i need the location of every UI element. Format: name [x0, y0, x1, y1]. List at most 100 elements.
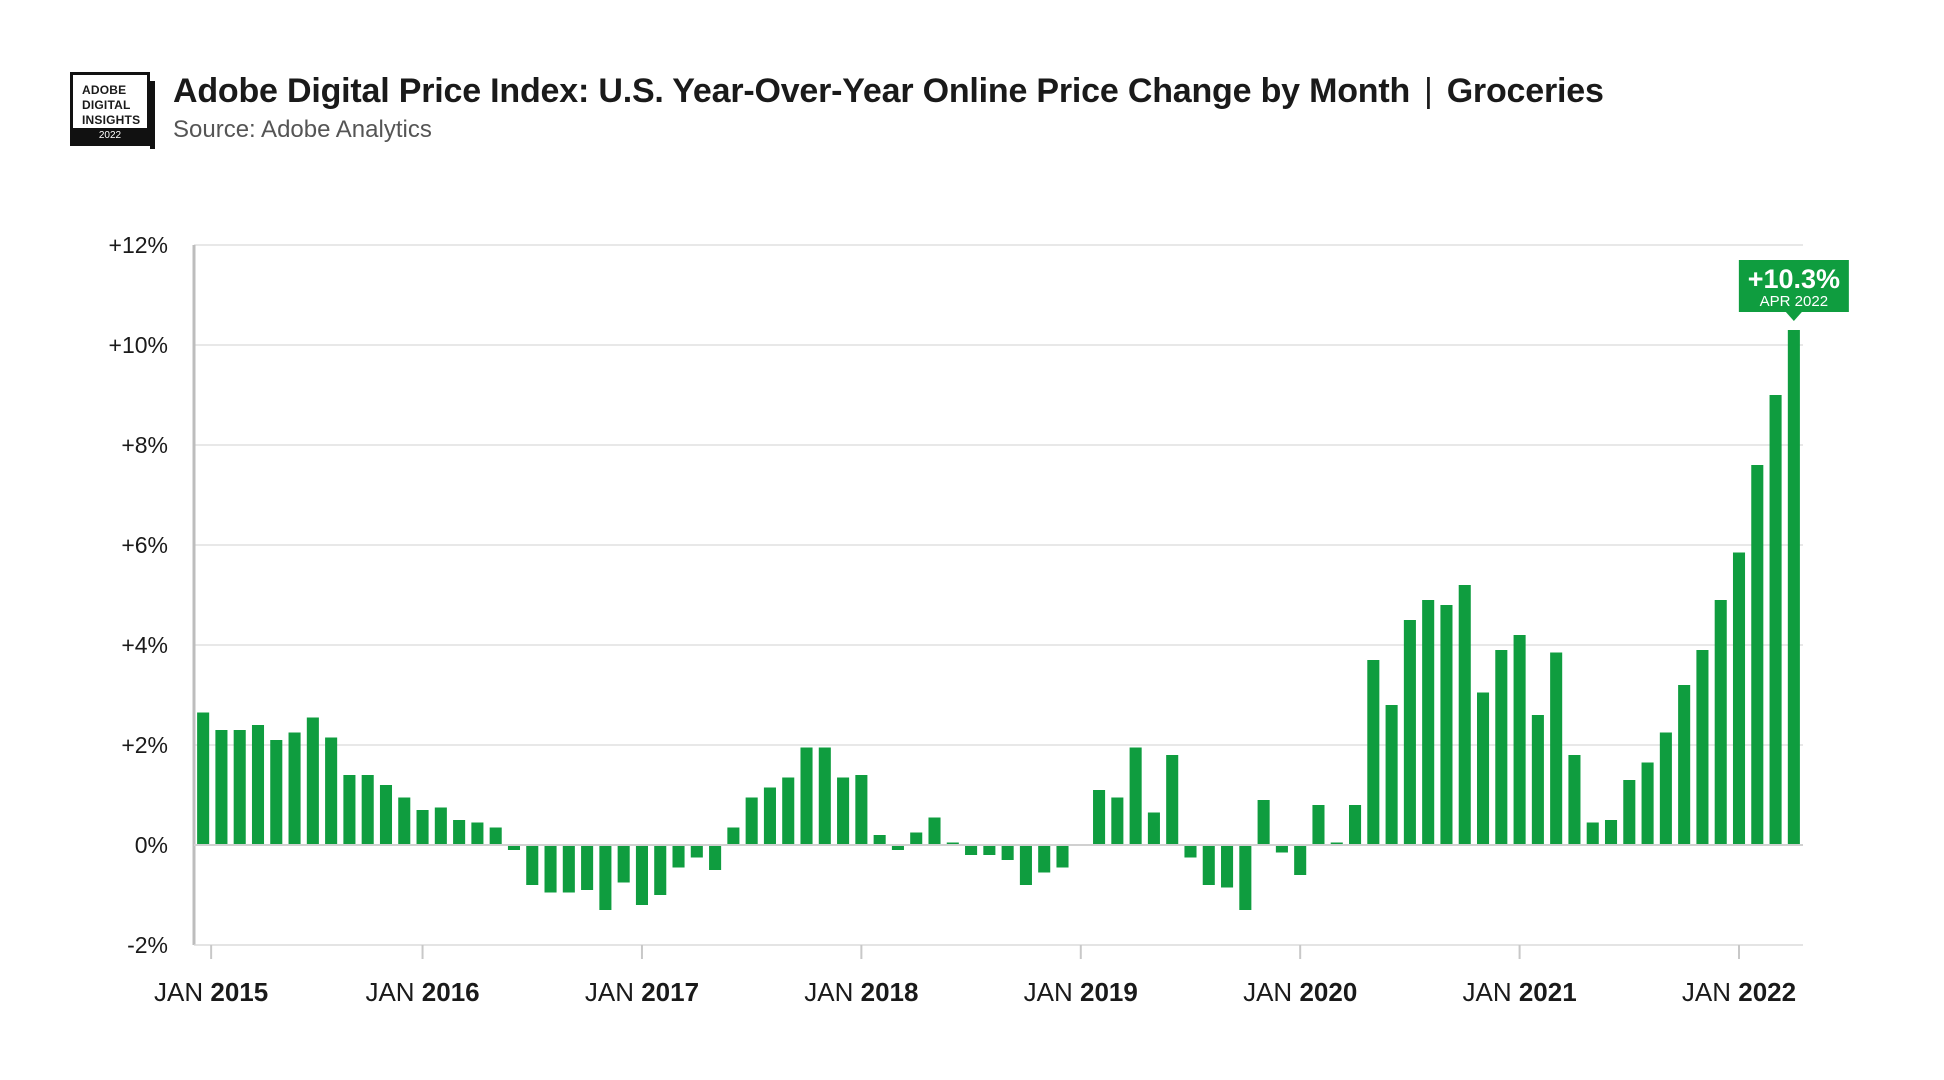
- bar: [1385, 705, 1398, 845]
- y-tick-label: +10%: [109, 332, 168, 358]
- chart-title-category: Groceries: [1446, 72, 1604, 110]
- bar: [891, 845, 904, 850]
- bar: [471, 822, 484, 845]
- bar: [855, 775, 868, 845]
- y-axis-ticks: +12% +10% +8% +6% +4% +2% 0% -2%: [109, 232, 168, 958]
- bar: [654, 845, 667, 895]
- bar: [233, 730, 246, 845]
- callout-pointer: [1785, 312, 1802, 321]
- bar: [873, 835, 886, 845]
- bar: [398, 797, 411, 845]
- bar: [1513, 635, 1526, 845]
- bar: [1275, 845, 1288, 853]
- bar: [818, 747, 831, 845]
- x-tick-label: JAN 2019: [1024, 977, 1138, 1007]
- bar: [617, 845, 630, 883]
- bar: [507, 845, 521, 850]
- bar: [306, 717, 319, 845]
- bar: [1367, 660, 1380, 845]
- bar: [965, 845, 978, 855]
- x-tick-month: JAN: [1682, 977, 1738, 1007]
- badge-line-1: ADOBE: [82, 83, 127, 97]
- bar: [1714, 600, 1727, 845]
- bar: [1440, 605, 1453, 845]
- bar: [1349, 805, 1362, 845]
- bar: [1019, 845, 1032, 885]
- callout-date: APR 2022: [1760, 293, 1828, 310]
- callout-value: +10.3%: [1748, 264, 1840, 294]
- bar: [1093, 790, 1106, 845]
- x-tick-label: JAN 2020: [1243, 977, 1357, 1007]
- bar: [1458, 585, 1471, 845]
- bar: [270, 740, 283, 845]
- bar: [1696, 650, 1709, 845]
- y-tick-label: +12%: [109, 232, 168, 258]
- y-tick-label: 0%: [135, 832, 168, 858]
- bar: [215, 730, 228, 845]
- bar: [1001, 845, 1014, 860]
- bar: [1659, 732, 1672, 845]
- bar: [946, 842, 959, 845]
- bar: [581, 845, 594, 890]
- bar: [1495, 650, 1508, 845]
- y-tick-label: +6%: [121, 532, 168, 558]
- bar: [1239, 845, 1252, 910]
- bar: [434, 807, 447, 845]
- x-tick-label: JAN 2018: [804, 977, 918, 1007]
- y-tick-label: +4%: [121, 632, 168, 658]
- x-tick-label: JAN 2016: [365, 977, 479, 1007]
- adobe-digital-insights-badge: ADOBE DIGITAL INSIGHTS 2022: [70, 72, 155, 149]
- x-tick-month: JAN: [1024, 977, 1080, 1007]
- bar: [1751, 465, 1764, 845]
- x-tick-year: 2018: [861, 977, 919, 1007]
- bar: [544, 845, 557, 893]
- bar: [361, 775, 374, 845]
- x-tick-label: JAN 2015: [154, 977, 268, 1007]
- bar: [325, 737, 338, 845]
- bar: [1202, 845, 1215, 885]
- bar: [489, 827, 502, 845]
- bar: [288, 732, 301, 845]
- bar: [1312, 805, 1325, 845]
- bar: [800, 747, 813, 845]
- bar: [1787, 330, 1800, 845]
- bar: [1257, 800, 1270, 845]
- x-tick-label: JAN 2021: [1463, 977, 1577, 1007]
- badge-line-2: DIGITAL: [82, 98, 131, 112]
- bar: [526, 845, 539, 885]
- bar: [690, 845, 703, 858]
- title-separator: |: [1424, 72, 1433, 110]
- bar: [453, 820, 466, 845]
- bar: [1641, 762, 1654, 845]
- chart-title-main: Adobe Digital Price Index: U.S. Year-Ove…: [173, 72, 1411, 110]
- chart-title: Adobe Digital Price Index: U.S. Year-Ove…: [173, 72, 1604, 111]
- bar: [1732, 552, 1746, 845]
- bar: [379, 785, 393, 845]
- bar: [1678, 685, 1691, 845]
- bar: [910, 832, 923, 845]
- x-tick-label: JAN 2022: [1682, 977, 1796, 1007]
- bar: [1147, 812, 1160, 845]
- x-tick-year: 2015: [210, 977, 268, 1007]
- chart-source: Source: Adobe Analytics: [173, 116, 432, 143]
- bar: [709, 845, 722, 870]
- bar: [1330, 842, 1343, 845]
- axes: [192, 245, 1803, 946]
- bar: [782, 777, 795, 845]
- bar: [1403, 620, 1416, 845]
- bar: [599, 845, 612, 910]
- x-axis-ticks: JAN 2015 JAN 2016 JAN 2017 JAN 2018 JAN 2019…: [154, 945, 1796, 1007]
- bar: [1586, 822, 1599, 845]
- x-tick-month: JAN: [585, 977, 641, 1007]
- x-tick-year: 2021: [1519, 977, 1577, 1007]
- bar: [635, 845, 648, 905]
- x-tick-year: 2019: [1080, 977, 1138, 1007]
- x-tick-label: JAN 2017: [585, 977, 699, 1007]
- bar: [1623, 780, 1636, 845]
- x-tick-month: JAN: [804, 977, 860, 1007]
- bar: [197, 712, 210, 845]
- gridlines: [194, 244, 1803, 946]
- bar: [1604, 820, 1618, 845]
- bar: [1111, 797, 1124, 845]
